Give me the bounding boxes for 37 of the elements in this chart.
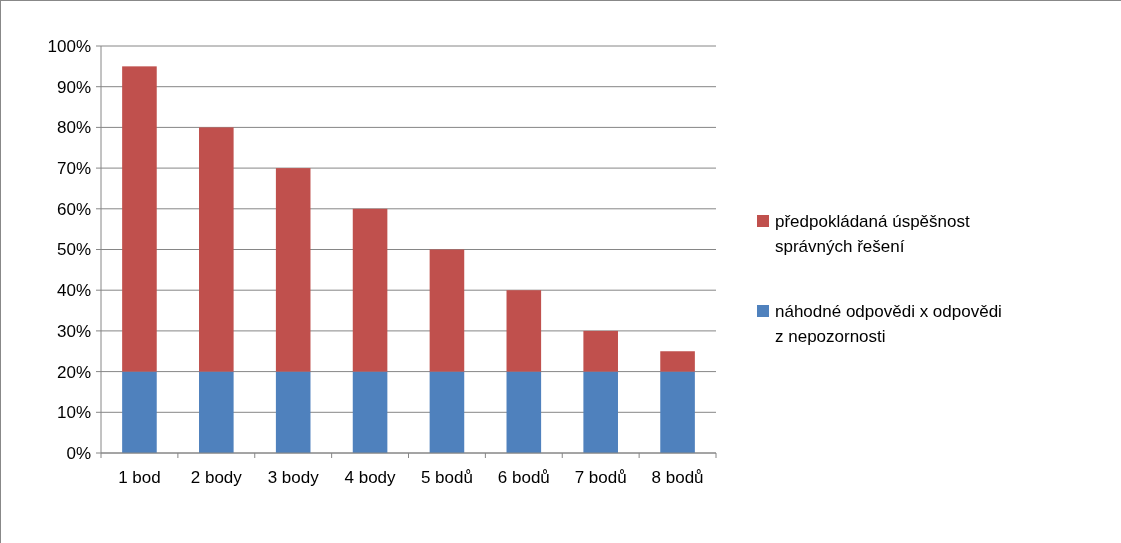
- legend-label: předpokládaná úspěšnost správných řešení: [775, 212, 970, 256]
- bar: [660, 371, 695, 453]
- y-tick-label: 10%: [56, 403, 91, 423]
- y-tick-label: 20%: [56, 362, 91, 382]
- y-tick-label: 0%: [66, 443, 91, 463]
- bar: [429, 371, 465, 453]
- x-tick-label: 3 body: [267, 468, 320, 487]
- y-tick-label: 30%: [56, 321, 91, 341]
- bar: [660, 351, 695, 372]
- bar: [506, 290, 542, 372]
- x-tick-label: 6 bodů: [497, 468, 550, 487]
- bar: [199, 371, 234, 453]
- x-tick-label: 1 bod: [118, 468, 161, 487]
- x-tick-label: 7 bodů: [574, 468, 627, 487]
- y-tick-label: 50%: [56, 240, 91, 260]
- y-tick-label: 40%: [56, 281, 91, 301]
- x-tick-label: 4 body: [344, 468, 397, 487]
- bar: [275, 371, 311, 453]
- bar: [429, 249, 465, 372]
- bar: [122, 371, 157, 453]
- bar: [275, 168, 311, 372]
- bar: [583, 371, 618, 453]
- bar: [506, 371, 542, 453]
- x-tick-label: 8 bodů: [651, 468, 704, 487]
- bar: [352, 371, 388, 453]
- x-tick-label: 2 body: [190, 468, 243, 487]
- y-tick-label: 80%: [56, 118, 91, 138]
- bar: [199, 127, 234, 372]
- x-tick-label: 5 bodů: [420, 468, 473, 487]
- y-tick-label: 70%: [56, 159, 91, 179]
- legend-label: náhodné odpovědi x odpovědi z nepozornosti: [775, 302, 1002, 346]
- bar: [122, 66, 157, 372]
- y-tick-label: 100%: [47, 36, 91, 56]
- y-tick-label: 90%: [56, 77, 91, 97]
- bar: [352, 208, 388, 372]
- bar: [583, 330, 618, 372]
- y-tick-label: 60%: [56, 199, 91, 219]
